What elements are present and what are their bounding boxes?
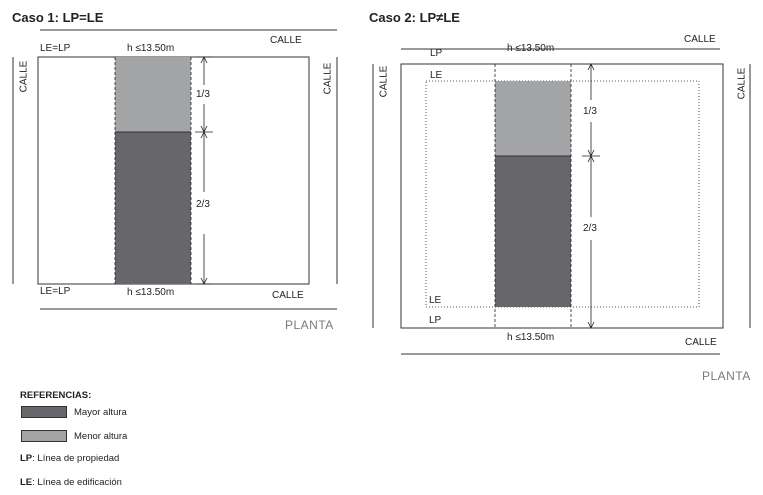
legend-lp-text: : Línea de propiedad <box>32 453 120 464</box>
case1-menor-altura-block <box>115 57 191 132</box>
case2-arrow-lower-bottom <box>587 321 595 329</box>
legend-swatch-mayor-altura <box>21 406 67 418</box>
case2-menor-altura-block <box>495 81 571 156</box>
case2-arrow-upper-top <box>587 63 595 71</box>
legend-lp-definition: LP: Línea de propiedad <box>20 453 119 464</box>
case1-width-bottom-label: h ≤13.50m <box>127 287 175 298</box>
case2-fraction-upper: 1/3 <box>583 106 597 117</box>
case2-property-line <box>400 63 724 329</box>
case2-width-top-label: h ≤13.50m <box>507 43 555 54</box>
case1-fraction-upper: 1/3 <box>196 89 210 100</box>
case2-fraction-lower: 2/3 <box>583 223 597 234</box>
legend-le-definition: LE: Línea de edificación <box>20 477 122 488</box>
case1-fraction-lower: 2/3 <box>196 199 210 210</box>
legend-label-menor-altura: Menor altura <box>74 431 128 442</box>
case2-plan-label: PLANTA <box>702 369 751 383</box>
case2-street-top-label: CALLE <box>684 34 716 45</box>
case1-plan-label: PLANTA <box>285 318 334 332</box>
case2-street-bottom-label: CALLE <box>685 337 717 348</box>
case2-building-line <box>425 80 700 308</box>
case2-street-right-label: CALLE <box>736 67 748 100</box>
case1-street-right-label: CALLE <box>322 62 334 95</box>
legend-swatch-menor-altura <box>21 430 67 442</box>
case2-label-le-top: LE <box>430 70 443 81</box>
case2-arrow-lower-top <box>587 155 595 163</box>
references-legend: REFERENCIAS: Mayor altura Menor altura L… <box>20 390 320 490</box>
case1-street-bottom-label: CALLE <box>272 290 304 301</box>
case2-width-bottom-label: h ≤13.50m <box>507 332 555 343</box>
legend-le-abbr: LE <box>20 477 33 488</box>
case1-title: Caso 1: LP=LE <box>12 10 104 25</box>
case2-label-lp-top: LP <box>430 48 443 59</box>
case1-label-le-lp-bottom: LE=LP <box>40 286 71 297</box>
case1-mayor-altura-block <box>115 132 191 284</box>
case1-arrow-lower-top <box>200 131 208 139</box>
case2-plan <box>372 48 751 355</box>
case1-street-top-label: CALLE <box>270 35 302 46</box>
references-title: REFERENCIAS: <box>20 390 92 401</box>
case2-mayor-altura-block <box>495 156 571 307</box>
case2-label-lp-bottom: LP <box>429 315 442 326</box>
case1-street-left-label: CALLE <box>18 60 30 93</box>
case1-plan <box>12 29 338 310</box>
case2-street-left-label: CALLE <box>378 65 390 98</box>
case2-label-le-bottom: LE <box>429 295 442 306</box>
case1-width-top-label: h ≤13.50m <box>127 43 175 54</box>
case2-title: Caso 2: LP≠LE <box>369 10 460 25</box>
legend-lp-abbr: LP <box>20 453 33 464</box>
legend-le-text: : Línea de edificación <box>32 477 122 488</box>
case1-label-le-lp-top: LE=LP <box>40 43 71 54</box>
legend-label-mayor-altura: Mayor altura <box>74 407 127 418</box>
